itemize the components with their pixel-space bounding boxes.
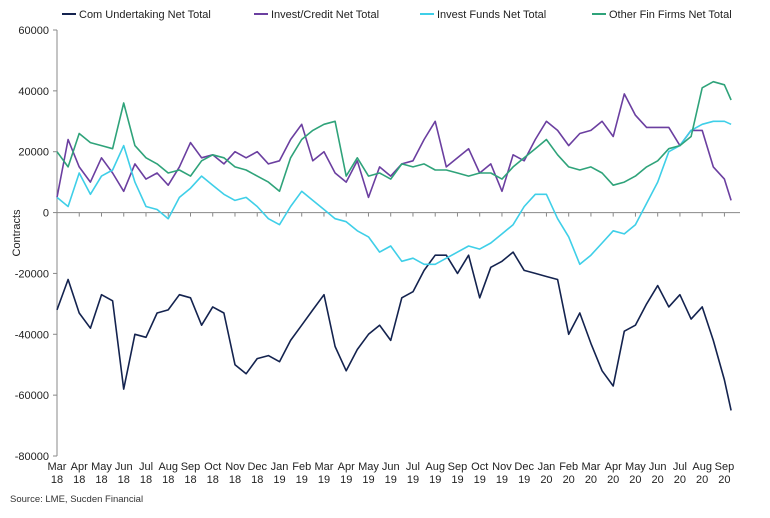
x-tick-label-month: Aug <box>158 461 178 473</box>
x-tick-label-month: May <box>358 461 379 473</box>
x-tick-label-year: 20 <box>718 474 730 486</box>
x-tick-label-year: 18 <box>95 474 107 486</box>
x-tick-label-year: 20 <box>674 474 686 486</box>
x-axis: Mar18Apr18May18Jun18Jul18Aug18Sep18Oct18… <box>48 212 740 486</box>
x-tick-label-year: 19 <box>407 474 419 486</box>
x-tick-label-month: Mar <box>48 461 67 473</box>
x-tick-label-month: Jun <box>649 461 667 473</box>
y-tick-label: 40000 <box>18 86 49 98</box>
x-tick-label-year: 19 <box>362 474 374 486</box>
x-tick-label-month: Nov <box>492 461 512 473</box>
x-tick-label-year: 18 <box>118 474 130 486</box>
x-tick-label-month: Feb <box>559 461 578 473</box>
x-tick-label-year: 18 <box>73 474 85 486</box>
series-line-com-undertaking-net-total <box>56 251 732 411</box>
x-tick-label-year: 18 <box>184 474 196 486</box>
series-group <box>56 80 732 411</box>
x-tick-label-month: Dec <box>514 461 534 473</box>
x-tick-label-year: 20 <box>540 474 552 486</box>
y-axis: -80000 -60000 -40000 -20000 0 20000 40000 60000 <box>15 25 58 463</box>
x-tick-label-year: 20 <box>652 474 664 486</box>
x-tick-label-year: 20 <box>563 474 575 486</box>
y-tick-label: 60000 <box>18 25 49 37</box>
x-tick-label-year: 18 <box>207 474 219 486</box>
x-tick-label-year: 20 <box>696 474 708 486</box>
x-tick-label-month: Oct <box>204 461 221 473</box>
legend-label: Invest Funds Net Total <box>437 9 546 21</box>
x-tick-label-year: 19 <box>340 474 352 486</box>
y-tick-label: -40000 <box>15 329 49 341</box>
y-tick-label: -20000 <box>15 268 49 280</box>
x-tick-label-month: Mar <box>581 461 600 473</box>
x-tick-label-month: May <box>625 461 646 473</box>
x-tick-label-year: 18 <box>251 474 263 486</box>
x-tick-label-month: Nov <box>225 461 245 473</box>
source-note: Source: LME, Sucden Financial <box>10 494 144 505</box>
x-tick-label-month: Jun <box>382 461 400 473</box>
x-tick-label-month: Jan <box>271 461 289 473</box>
y-tick-label: -80000 <box>15 451 49 463</box>
x-tick-label-month: Apr <box>71 461 88 473</box>
x-tick-label-month: Sep <box>715 461 735 473</box>
x-tick-label-year: 19 <box>496 474 508 486</box>
x-tick-label-year: 18 <box>140 474 152 486</box>
x-tick-label-year: 19 <box>318 474 330 486</box>
x-tick-label-year: 19 <box>474 474 486 486</box>
chart-svg: Com Undertaking Net Total Invest/Credit N… <box>11 9 740 486</box>
x-tick-label-year: 20 <box>607 474 619 486</box>
x-tick-label-month: Apr <box>605 461 622 473</box>
legend-label: Com Undertaking Net Total <box>79 9 211 21</box>
x-tick-label-year: 18 <box>162 474 174 486</box>
x-tick-label-month: Sep <box>181 461 201 473</box>
y-tick-label: 0 <box>43 208 49 220</box>
legend-label: Other Fin Firms Net Total <box>609 9 732 21</box>
y-axis-label: Contracts <box>11 209 23 257</box>
x-tick-label-month: Jun <box>115 461 133 473</box>
y-tick-label: 20000 <box>18 147 49 159</box>
x-tick-label-month: Feb <box>292 461 311 473</box>
x-tick-label-month: Dec <box>247 461 267 473</box>
x-tick-label-year: 20 <box>585 474 597 486</box>
x-tick-label-month: Sep <box>448 461 468 473</box>
x-tick-label-month: Jul <box>406 461 420 473</box>
x-tick-label-year: 18 <box>51 474 63 486</box>
legend: Com Undertaking Net Total Invest/Credit N… <box>62 9 732 21</box>
x-tick-label-year: 19 <box>429 474 441 486</box>
x-tick-label-year: 19 <box>273 474 285 486</box>
x-tick-label-month: Aug <box>692 461 712 473</box>
legend-label: Invest/Credit Net Total <box>271 9 379 21</box>
series-line-other-fin-firms-net-total <box>56 80 732 193</box>
series-line-invest-funds-net-total <box>56 120 732 266</box>
series-line-invest-credit-net-total <box>56 93 732 201</box>
x-tick-label-month: Jan <box>538 461 556 473</box>
y-tick-label: -60000 <box>15 390 49 402</box>
x-tick-label-month: Oct <box>471 461 488 473</box>
x-tick-label-month: Mar <box>314 461 333 473</box>
x-tick-label-year: 18 <box>229 474 241 486</box>
x-tick-label-month: Jul <box>673 461 687 473</box>
x-tick-label-month: Aug <box>425 461 445 473</box>
x-tick-label-month: Jul <box>139 461 153 473</box>
x-tick-label-year: 19 <box>451 474 463 486</box>
x-tick-label-year: 19 <box>385 474 397 486</box>
x-tick-label-year: 19 <box>296 474 308 486</box>
x-tick-label-month: Apr <box>338 461 355 473</box>
x-tick-label-year: 20 <box>629 474 641 486</box>
x-tick-label-month: May <box>91 461 112 473</box>
x-tick-label-year: 19 <box>518 474 530 486</box>
